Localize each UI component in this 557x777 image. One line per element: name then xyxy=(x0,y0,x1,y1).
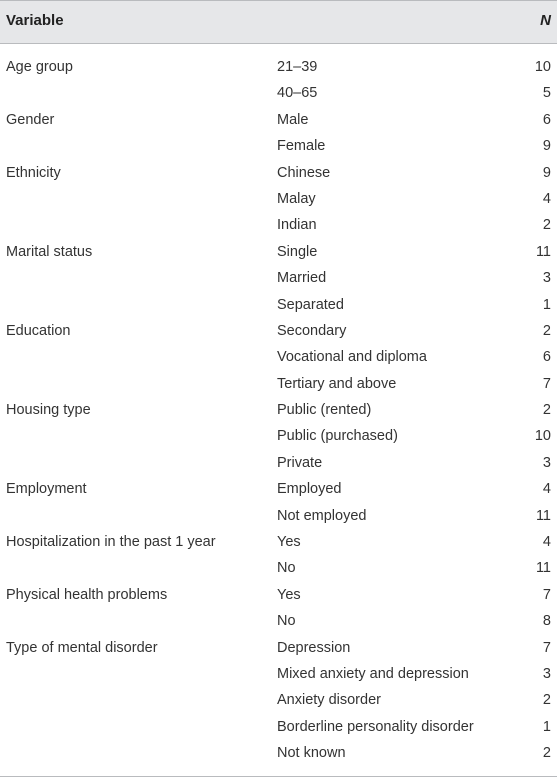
cell-n: 4 xyxy=(542,481,551,498)
cell-n: 11 xyxy=(535,560,551,577)
cell-variable: Housing type xyxy=(6,402,91,419)
cell-n: 7 xyxy=(542,375,551,392)
cell-category: Chinese xyxy=(277,164,331,181)
cell-n: 11 xyxy=(535,243,551,260)
table-row: Ethnicity Chinese 9 xyxy=(0,160,557,186)
cell-n: 7 xyxy=(542,586,551,603)
cell-category: Employed xyxy=(277,481,342,498)
cell-category: Indian xyxy=(277,217,317,234)
cell-n: 6 xyxy=(542,349,551,366)
cell-variable: Employment xyxy=(6,481,87,498)
cell-n: 7 xyxy=(542,639,551,656)
cell-n: 3 xyxy=(542,665,551,682)
cell-category: Male xyxy=(277,111,309,128)
cell-category: No xyxy=(277,560,296,577)
cell-category: Separated xyxy=(277,296,344,313)
cell-n: 10 xyxy=(534,428,551,445)
cell-category: Single xyxy=(277,243,318,260)
cell-n: 4 xyxy=(542,190,551,207)
cell-category: Yes xyxy=(277,586,301,603)
cell-variable: Gender xyxy=(6,111,55,128)
table-row: Type of mental disorder Depression 7 xyxy=(0,635,557,661)
table-row: Marital status Single 11 xyxy=(0,239,557,265)
cell-variable: Age group xyxy=(6,59,73,75)
cell-n: 2 xyxy=(542,402,551,419)
cell-category: Depression xyxy=(277,639,351,656)
cell-category: Borderline personality disorder xyxy=(277,718,474,735)
cell-n: 1 xyxy=(542,718,551,735)
header-n: N xyxy=(540,12,551,29)
table-row: Tertiary and above 7 xyxy=(0,371,557,397)
cell-n: 6 xyxy=(542,111,551,128)
cell-n: 3 xyxy=(542,270,551,287)
cell-category: Public (purchased) xyxy=(277,428,398,445)
table-row: Mixed anxiety and depression 3 xyxy=(0,661,557,687)
cell-n: 8 xyxy=(542,613,551,630)
table-row: Hospitalization in the past 1 year Yes 4 xyxy=(0,529,557,555)
table-row: Gender Male 6 xyxy=(0,107,557,133)
cell-category: Vocational and diploma xyxy=(277,349,427,366)
table-row: Married 3 xyxy=(0,265,557,291)
cell-n: 10 xyxy=(534,59,551,75)
cell-category: Mixed anxiety and depression xyxy=(277,665,469,682)
cell-n: 2 xyxy=(542,745,551,762)
cell-n: 3 xyxy=(542,454,551,471)
cell-n: 4 xyxy=(542,534,551,551)
cell-variable: Education xyxy=(6,322,71,339)
table-row: 40–65 5 xyxy=(0,80,557,106)
cell-category: Public (rented) xyxy=(277,402,372,419)
cell-n: 2 xyxy=(542,692,551,709)
cell-category: Yes xyxy=(277,534,301,551)
cell-n: 9 xyxy=(542,138,551,155)
cell-category: Tertiary and above xyxy=(277,375,397,392)
cell-category: Secondary xyxy=(277,322,347,339)
cell-n: 2 xyxy=(542,217,551,234)
cell-variable: Hospitalization in the past 1 year xyxy=(6,534,216,551)
table-row: No 8 xyxy=(0,608,557,634)
table-row: Public (purchased) 10 xyxy=(0,423,557,449)
table-row: Physical health problems Yes 7 xyxy=(0,582,557,608)
cell-n: 11 xyxy=(535,507,551,524)
cell-n: 5 xyxy=(542,85,551,102)
cell-n: 9 xyxy=(542,164,551,181)
cell-category: Female xyxy=(277,138,326,155)
table-row: Indian 2 xyxy=(0,212,557,238)
table-row: Housing type Public (rented) 2 xyxy=(0,397,557,423)
table-header: Variable N xyxy=(0,0,557,44)
cell-category: Anxiety disorder xyxy=(277,692,381,709)
cell-variable: Type of mental disorder xyxy=(6,639,158,656)
table-body: Age group 21–39 10 40–65 5 Gender Male 6 Female 9… xyxy=(0,54,557,767)
cell-category: Not employed xyxy=(277,507,367,524)
table-row: Vocational and diploma 6 xyxy=(0,344,557,370)
table-row: Separated 1 xyxy=(0,292,557,318)
table-row: Age group 21–39 10 xyxy=(0,54,557,80)
cell-category: 21–39 xyxy=(277,59,318,75)
cell-category: Malay xyxy=(277,190,316,207)
cell-category: Private xyxy=(277,454,323,471)
cell-category: Not known xyxy=(277,745,346,762)
table-row: Private 3 xyxy=(0,450,557,476)
table-row: Anxiety disorder 2 xyxy=(0,687,557,713)
table-row: Education Secondary 2 xyxy=(0,318,557,344)
header-variable: Variable xyxy=(6,12,64,29)
cell-variable: Ethnicity xyxy=(6,164,61,181)
table-row: Female 9 xyxy=(0,133,557,159)
cell-category: Married xyxy=(277,270,327,287)
table-row: Malay 4 xyxy=(0,186,557,212)
table-row: Employment Employed 4 xyxy=(0,476,557,502)
cell-n: 2 xyxy=(542,322,551,339)
cell-variable: Physical health problems xyxy=(6,586,168,603)
table-row: No 11 xyxy=(0,555,557,581)
cell-category: 40–65 xyxy=(277,85,318,102)
table-row: Not known 2 xyxy=(0,740,557,766)
table-row: Not employed 11 xyxy=(0,503,557,529)
cell-n: 1 xyxy=(542,296,551,313)
table-row: Borderline personality disorder 1 xyxy=(0,714,557,740)
cell-variable: Marital status xyxy=(6,243,93,260)
cell-category: No xyxy=(277,613,296,630)
